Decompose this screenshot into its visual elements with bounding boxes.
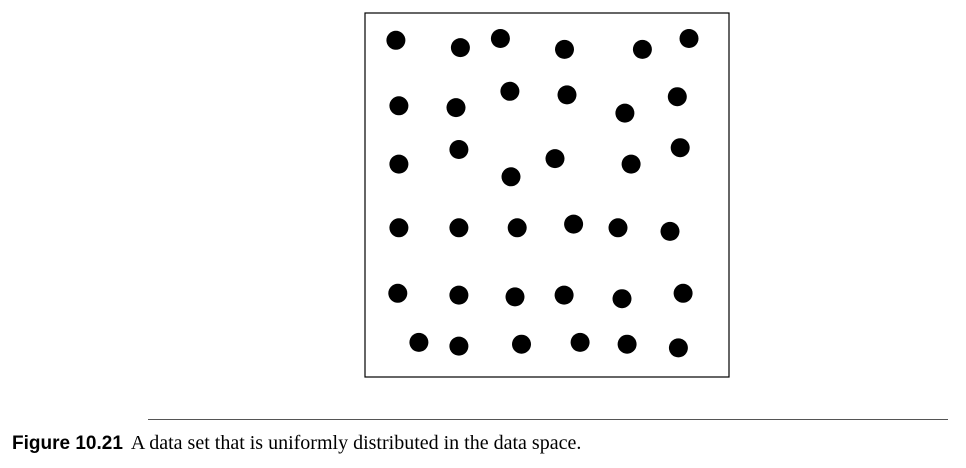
data-point [555, 39, 574, 59]
data-point [621, 154, 641, 174]
figure-caption: Figure 10.21 A data set that is uniformly… [12, 430, 581, 457]
data-point [389, 218, 409, 238]
data-point [554, 285, 574, 305]
data-point [501, 167, 521, 187]
data-point [673, 283, 693, 303]
figure-label: Figure 10.21 [12, 433, 123, 454]
data-point [446, 98, 466, 118]
data-point [612, 289, 632, 309]
data-point [505, 287, 525, 307]
data-point [449, 285, 469, 305]
data-point [679, 29, 699, 48]
data-point [615, 103, 635, 123]
data-point [564, 214, 584, 234]
data-point [667, 87, 687, 107]
scatter-points [386, 29, 699, 358]
data-point [388, 283, 408, 303]
data-point [507, 218, 527, 238]
data-point [449, 218, 469, 238]
data-point [670, 138, 690, 158]
data-point [570, 332, 590, 352]
data-point [557, 85, 577, 105]
data-point [500, 81, 520, 101]
data-point [389, 96, 409, 116]
data-point [389, 154, 409, 174]
data-point [490, 29, 510, 48]
data-point [660, 221, 680, 241]
data-point [668, 338, 688, 358]
data-point [449, 140, 469, 159]
caption-rule [148, 419, 948, 420]
data-point [386, 30, 406, 50]
data-point [449, 336, 469, 356]
plot-frame [364, 12, 730, 378]
data-point [450, 38, 470, 58]
data-point [608, 218, 628, 238]
caption-text: A data set that is uniformly distributed… [130, 432, 582, 454]
data-point [632, 39, 652, 59]
data-point [617, 334, 637, 354]
data-point [409, 332, 429, 352]
data-point [512, 334, 531, 354]
data-point [545, 149, 565, 169]
